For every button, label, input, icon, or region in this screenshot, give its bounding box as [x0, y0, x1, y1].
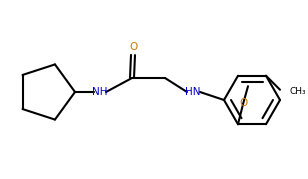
Text: NH: NH — [92, 87, 108, 97]
Text: CH₃: CH₃ — [290, 87, 307, 96]
Text: HN: HN — [185, 87, 201, 97]
Text: O: O — [129, 42, 137, 52]
Text: O: O — [239, 98, 247, 108]
